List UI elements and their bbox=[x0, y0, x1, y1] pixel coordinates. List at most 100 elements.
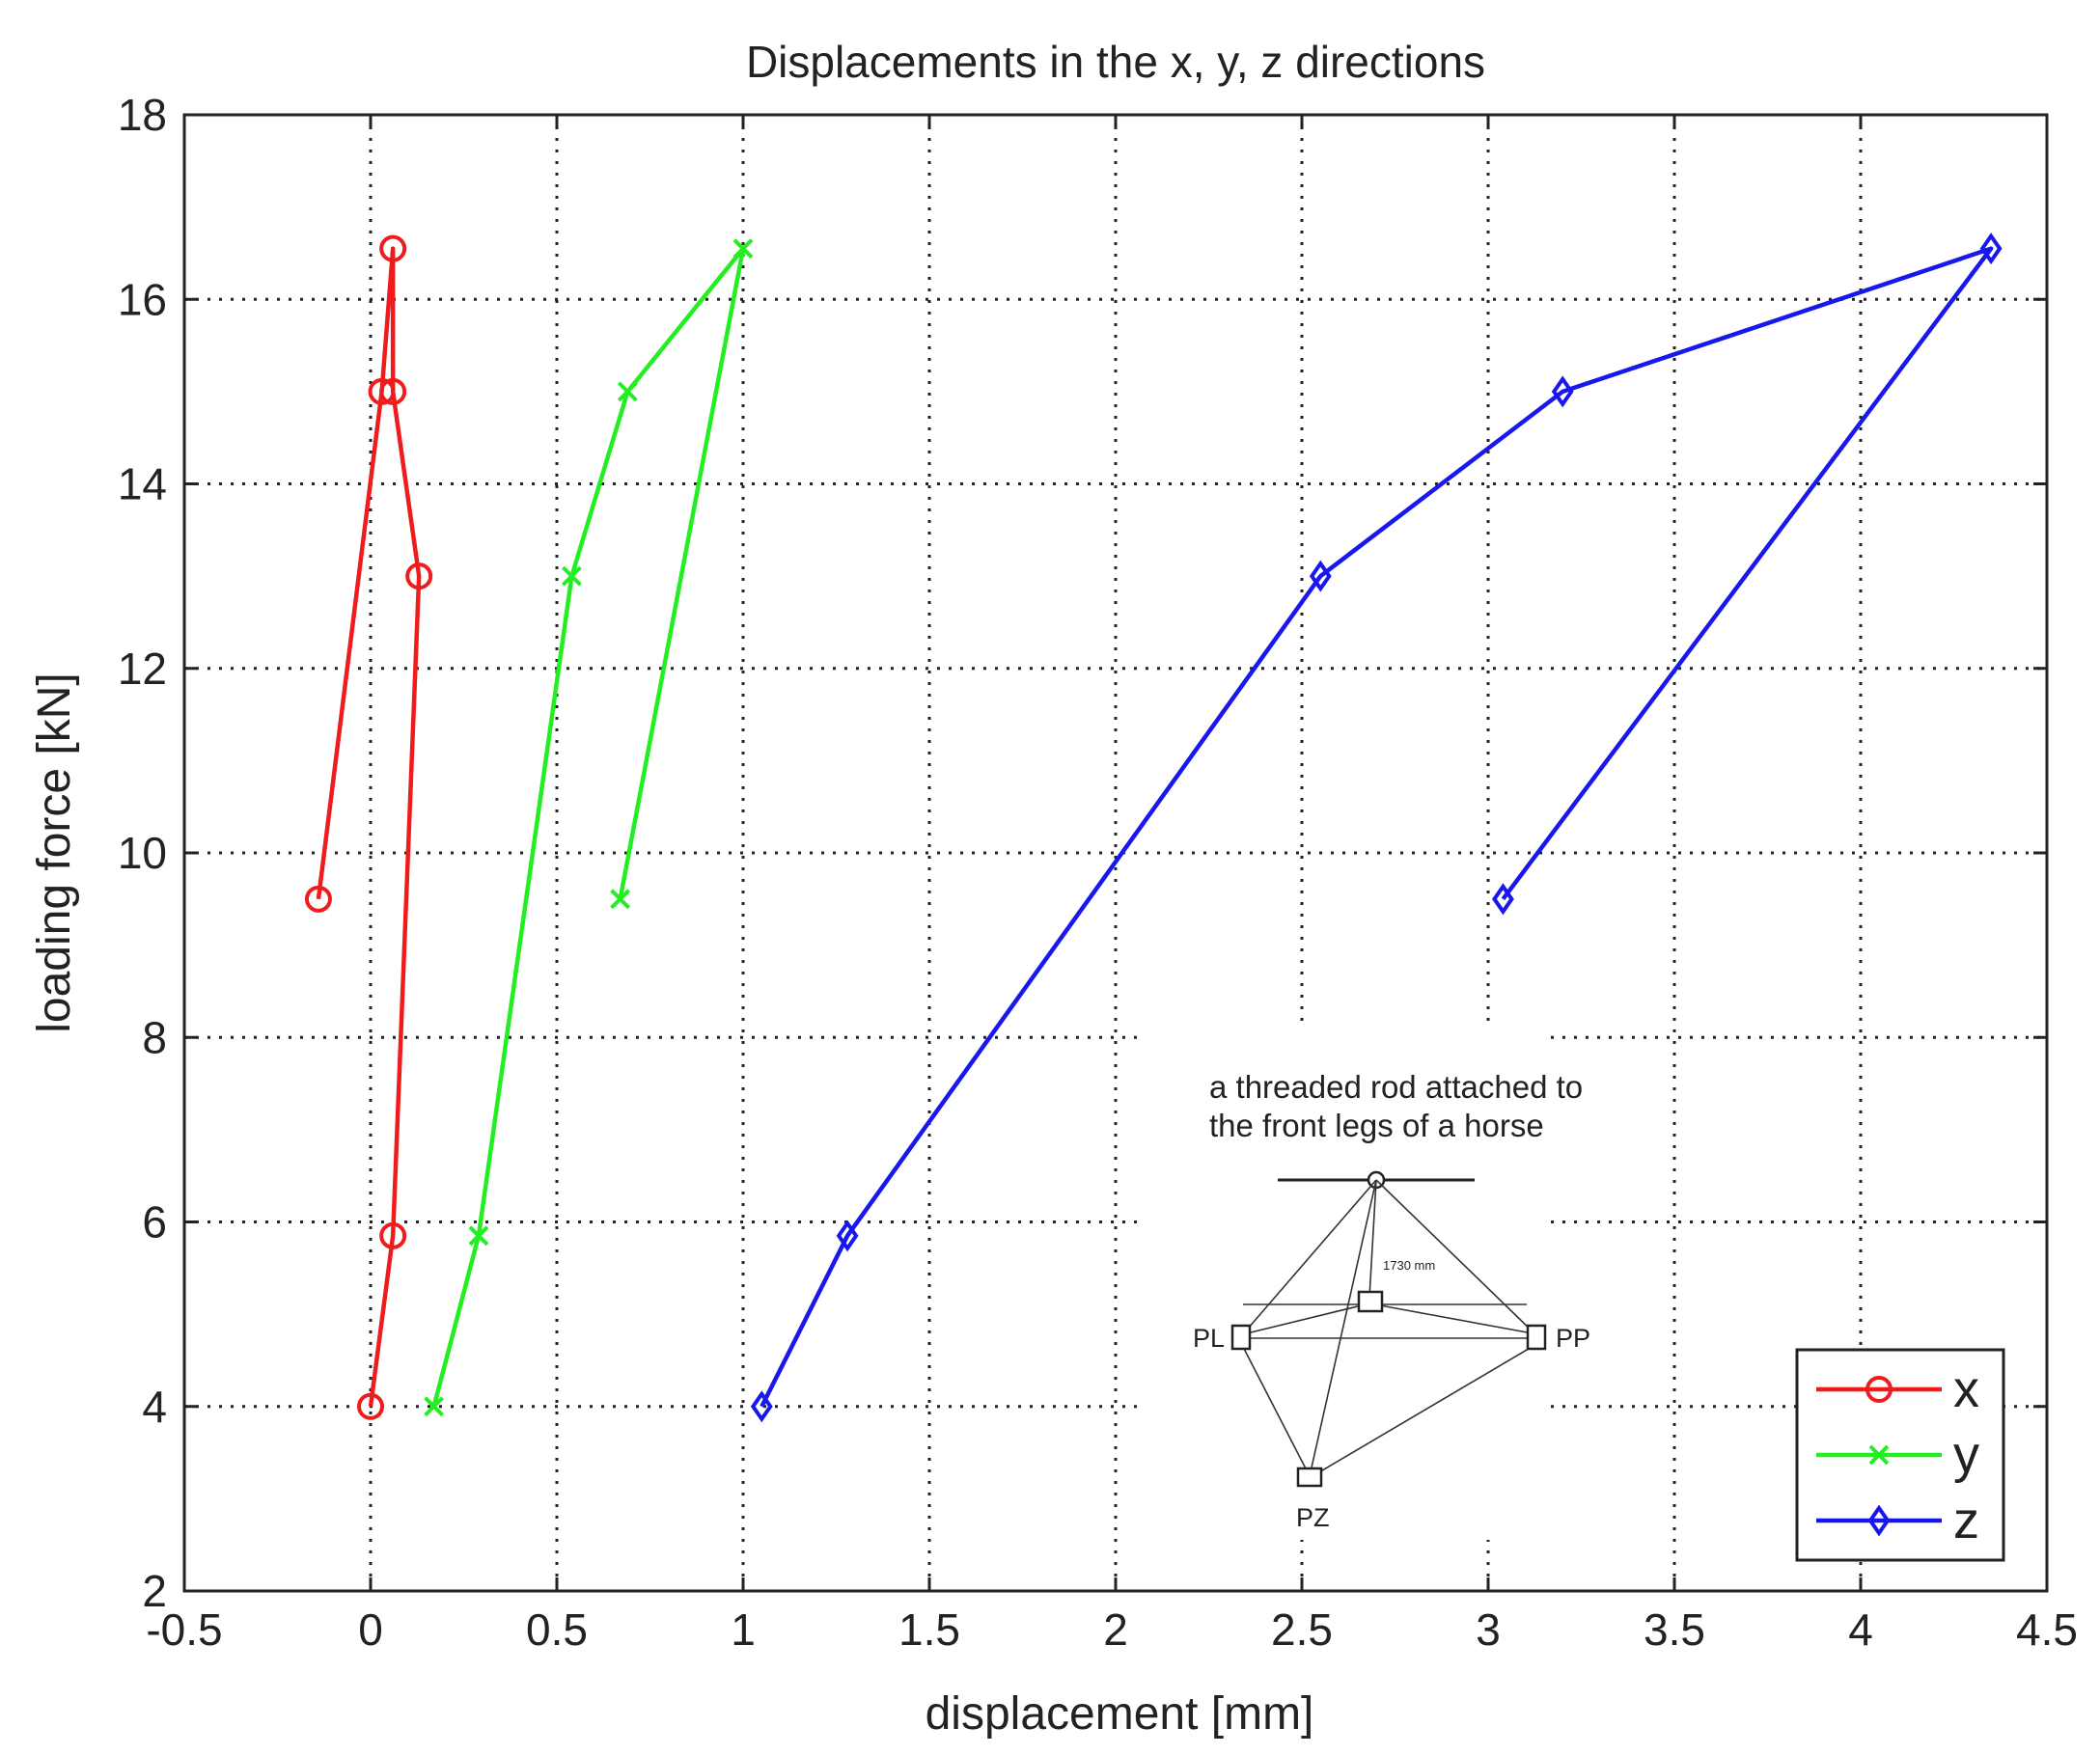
series-x-point bbox=[379, 377, 407, 405]
legend-entry-x: x bbox=[1816, 1360, 1979, 1418]
series-x-point-shape bbox=[405, 562, 433, 590]
inset-diagram: a threaded rod attached to the front leg… bbox=[1144, 1028, 1590, 1540]
x-tick-label: 0 bbox=[358, 1604, 383, 1655]
inset-label-pl: PL bbox=[1193, 1324, 1225, 1353]
plot-frame bbox=[182, 113, 2049, 1593]
inset-line-top-pp bbox=[1375, 1179, 1537, 1336]
legend-marker-x bbox=[1865, 1376, 1893, 1403]
series-y-point bbox=[424, 1396, 445, 1417]
series-y-point-stroke-b bbox=[468, 1225, 489, 1247]
series-z-point-shape bbox=[1492, 883, 1514, 916]
series-x-point bbox=[405, 562, 433, 590]
series-x-point-shape bbox=[379, 1221, 407, 1249]
y-tick-label: 6 bbox=[142, 1197, 167, 1248]
series-y-point bbox=[617, 381, 638, 402]
series-z-point bbox=[1551, 375, 1574, 408]
chart-title: Displacements in the x, y, z directions bbox=[746, 37, 1485, 87]
inset-line-top-pz bbox=[1309, 1179, 1377, 1477]
legend-marker-y bbox=[1868, 1444, 1890, 1466]
y-tick-label: 12 bbox=[118, 644, 167, 694]
series-x-point bbox=[379, 234, 407, 262]
inset-backdrop bbox=[1144, 1028, 1547, 1540]
series-y-point-stroke-b bbox=[617, 381, 638, 402]
series-x-point-shape bbox=[379, 377, 407, 405]
y-tick-label: 10 bbox=[118, 828, 167, 878]
legend-entry-y: y bbox=[1816, 1426, 1979, 1484]
inset-line-center-pl bbox=[1246, 1303, 1370, 1334]
series-y bbox=[424, 238, 754, 1417]
legend-marker-x-shape bbox=[1865, 1376, 1893, 1403]
x-tick-label: 0.5 bbox=[526, 1604, 588, 1655]
series-x-point bbox=[304, 885, 332, 913]
series-z-point-shape bbox=[750, 1390, 773, 1423]
legend-marker-z-shape bbox=[1867, 1504, 1891, 1537]
series-y-point bbox=[610, 889, 631, 910]
series-z bbox=[750, 233, 2003, 1423]
inset-line-top-pl bbox=[1241, 1179, 1377, 1336]
series-z-point bbox=[1492, 883, 1514, 916]
x-tick-label: 3 bbox=[1476, 1604, 1501, 1655]
x-tick-label: 1 bbox=[731, 1604, 756, 1655]
inset-pp-sensor bbox=[1526, 1324, 1547, 1351]
series-y-line bbox=[431, 246, 746, 1408]
inset-line-pp-pz bbox=[1312, 1342, 1539, 1477]
inset-pl-sensor bbox=[1230, 1324, 1252, 1351]
y-tick-label: 18 bbox=[118, 90, 167, 140]
series-z-point-shape bbox=[1551, 375, 1574, 408]
series bbox=[304, 233, 2003, 1423]
inset-line-top-center bbox=[1368, 1179, 1377, 1299]
series-y-point bbox=[562, 565, 582, 587]
series-z-point bbox=[1309, 560, 1332, 592]
inset-line-center-pp bbox=[1368, 1303, 1534, 1334]
series-x bbox=[304, 234, 433, 1420]
x-tick-label: 2 bbox=[1103, 1604, 1128, 1655]
series-x-point-shape bbox=[379, 234, 407, 262]
legend-marker-z bbox=[1867, 1504, 1891, 1537]
series-y-point bbox=[732, 238, 754, 260]
series-z-point-shape bbox=[1309, 560, 1332, 592]
y-tick-label: 4 bbox=[142, 1382, 167, 1432]
series-x-point-shape bbox=[368, 377, 396, 405]
inset-dimension-label: 1730 mm bbox=[1383, 1258, 1435, 1273]
x-axis-label: displacement [mm] bbox=[926, 1688, 1314, 1740]
series-x-point bbox=[357, 1392, 384, 1420]
series-y-point-stroke-b bbox=[424, 1396, 445, 1417]
legend-label-y: y bbox=[1953, 1426, 1979, 1484]
x-tick-label: 4 bbox=[1848, 1604, 1873, 1655]
legend-entry-z: z bbox=[1816, 1492, 1979, 1549]
x-tick-label: 3.5 bbox=[1644, 1604, 1705, 1655]
inset-pz-sensor bbox=[1296, 1467, 1323, 1488]
y-tick-label: 14 bbox=[118, 459, 167, 509]
legend-label-x: x bbox=[1953, 1360, 1979, 1418]
legend-label-z: z bbox=[1953, 1492, 1979, 1549]
series-x-point-shape bbox=[304, 885, 332, 913]
series-z-point bbox=[836, 1220, 859, 1252]
series-z-point-shape bbox=[836, 1220, 859, 1252]
inset-caption-line1: a threaded rod attached to bbox=[1209, 1069, 1583, 1105]
inset-line-pl-pz bbox=[1240, 1342, 1311, 1477]
series-y-point-stroke-b bbox=[610, 889, 631, 910]
series-z-point bbox=[1979, 233, 2003, 265]
inset-label-pz: PZ bbox=[1296, 1503, 1330, 1532]
series-x-point bbox=[379, 1221, 407, 1249]
series-x-point-shape bbox=[357, 1392, 384, 1420]
series-z-point-shape bbox=[1979, 233, 2003, 265]
series-y-point-stroke-b bbox=[562, 565, 582, 587]
y-tick-label: 8 bbox=[142, 1012, 167, 1062]
series-z-point bbox=[750, 1390, 773, 1423]
inset-caption-line2: the front legs of a horse bbox=[1209, 1108, 1544, 1143]
inset-center-sensor bbox=[1357, 1290, 1384, 1313]
legend: xyz bbox=[1795, 1348, 2005, 1562]
y-tick-label: 16 bbox=[118, 274, 167, 324]
inset-label-pp: PP bbox=[1556, 1324, 1590, 1353]
x-tick-label: 4.5 bbox=[2016, 1604, 2078, 1655]
series-x-point bbox=[368, 377, 396, 405]
x-tick-label: 1.5 bbox=[898, 1604, 960, 1655]
y-tick-label: 2 bbox=[142, 1566, 167, 1616]
x-tick-label: 2.5 bbox=[1271, 1604, 1333, 1655]
x-tick-label: -0.5 bbox=[146, 1604, 222, 1655]
y-axis-label: loading force [kN] bbox=[29, 672, 80, 1033]
series-z-line bbox=[760, 246, 1994, 1408]
